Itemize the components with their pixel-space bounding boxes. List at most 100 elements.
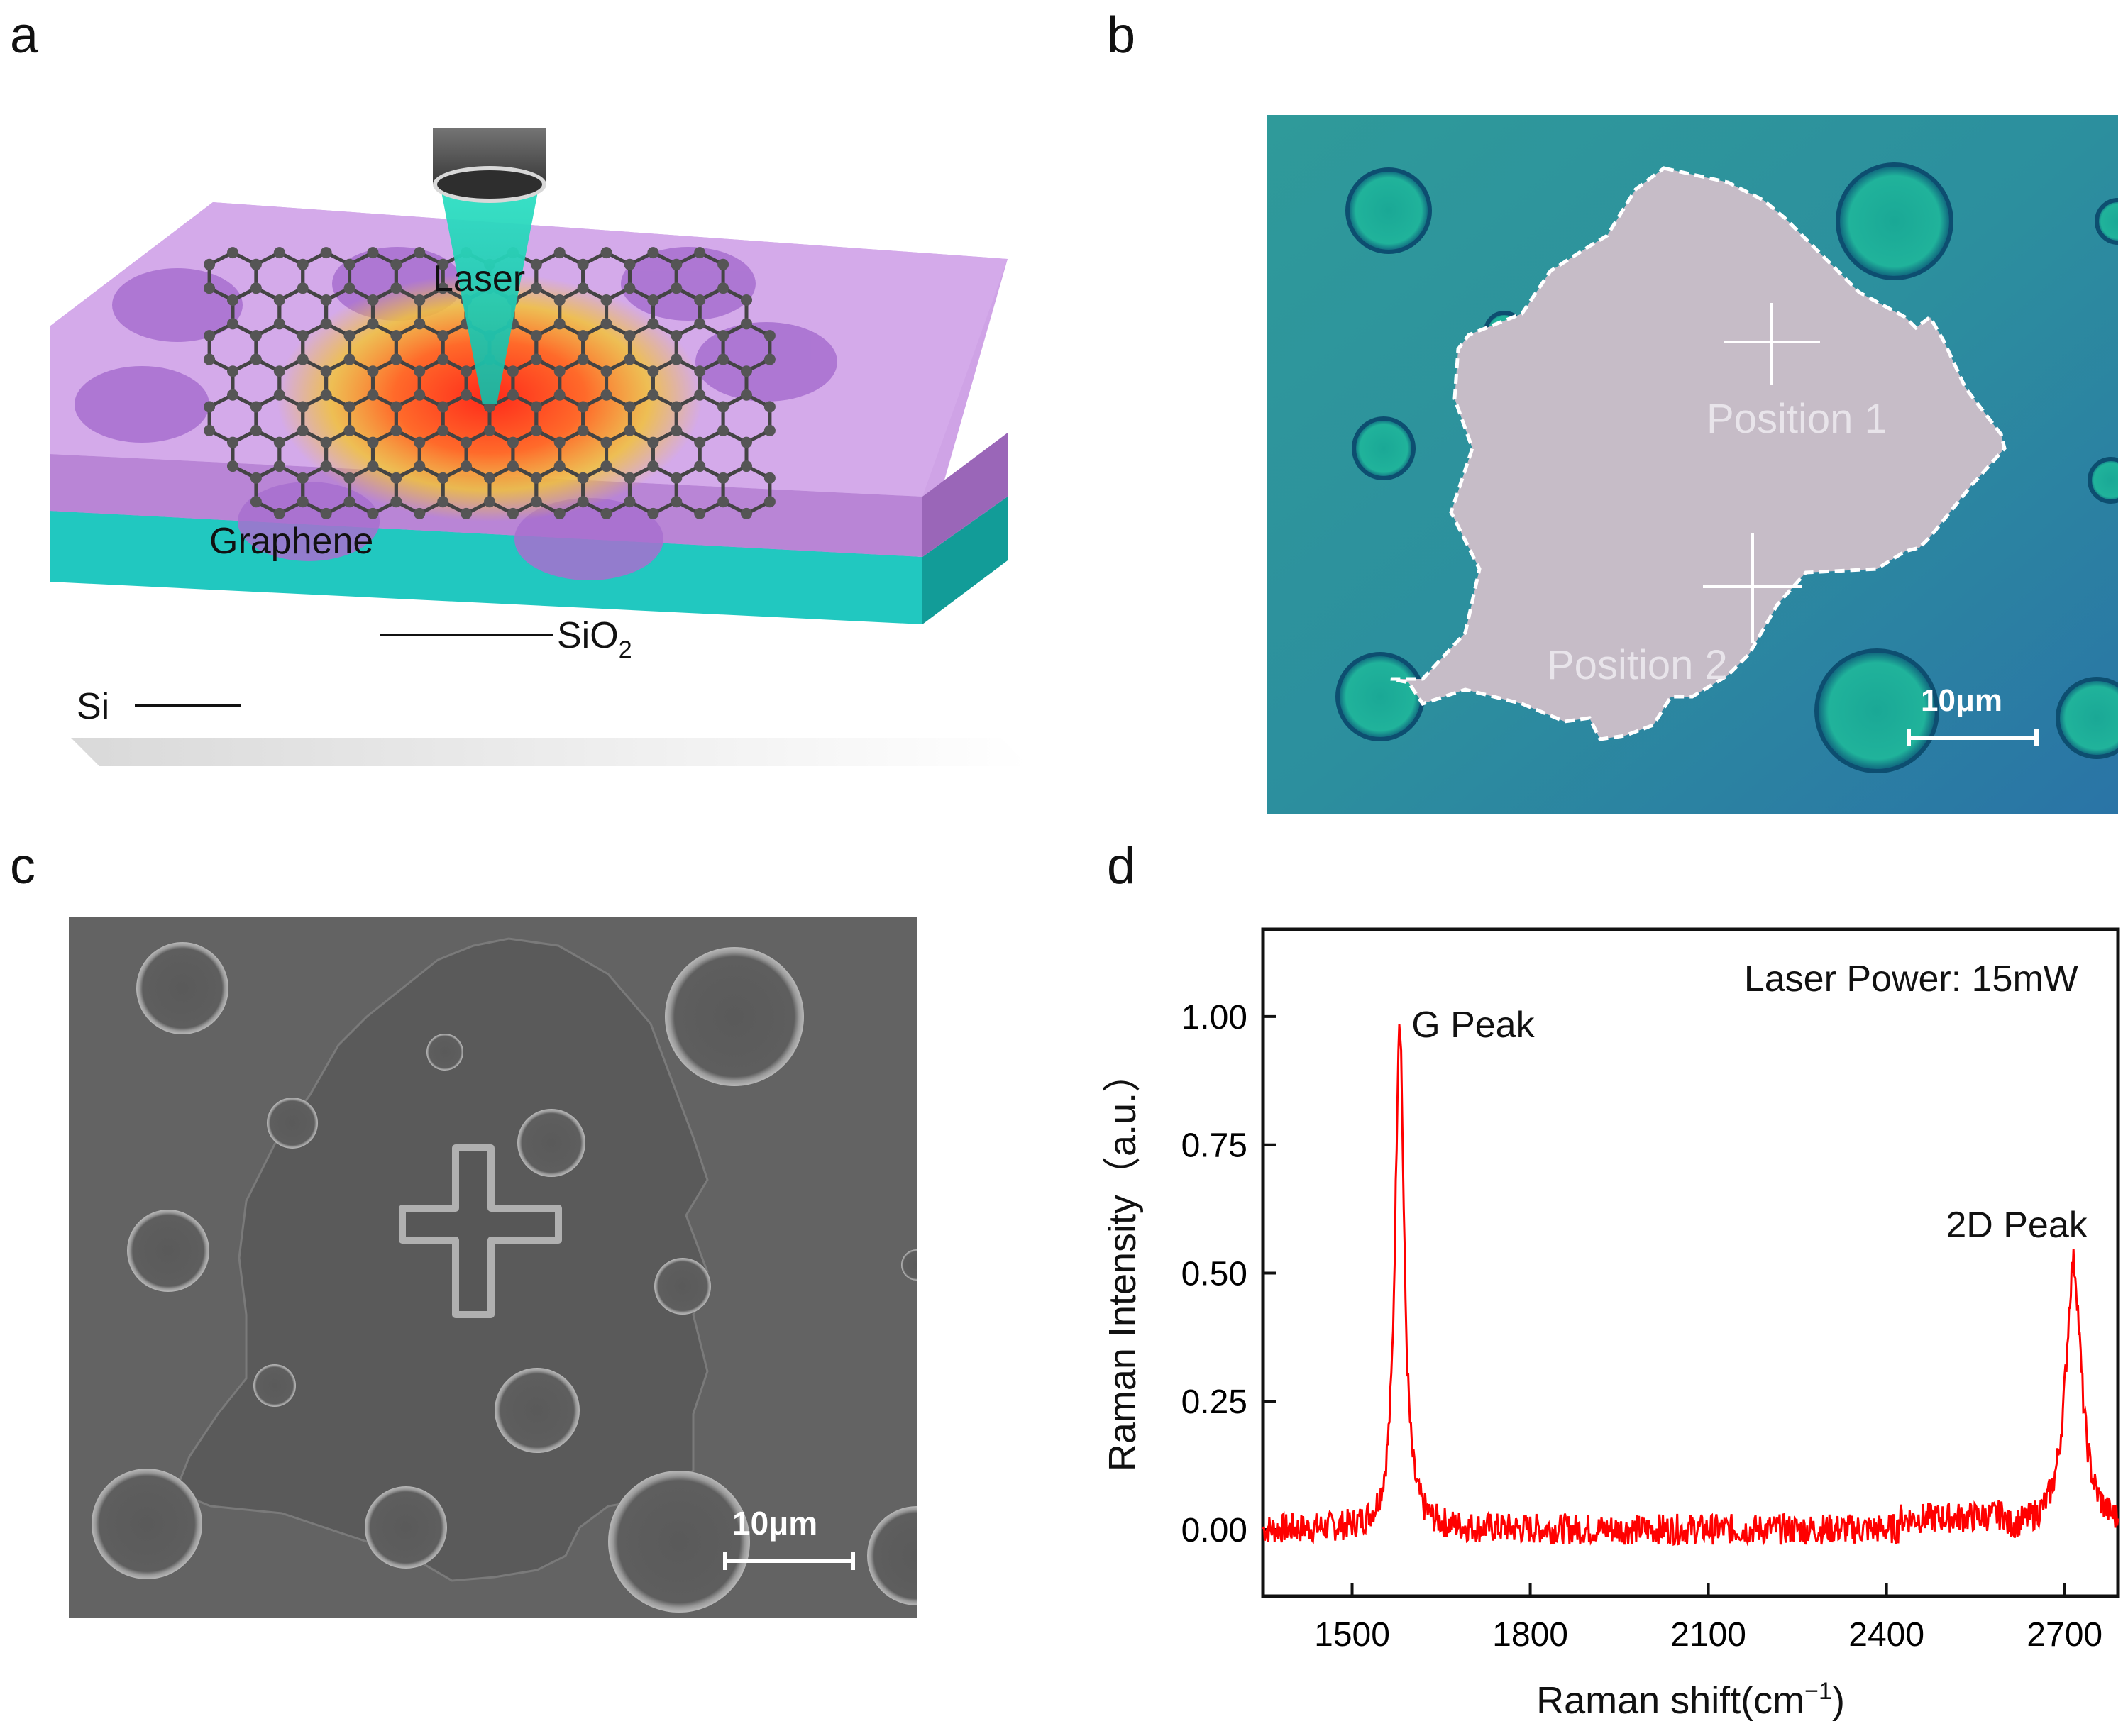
carbon-atom [717, 282, 729, 294]
carbon-atom [600, 389, 612, 401]
carbon-atom [671, 472, 683, 484]
panel-c-sem-image: 10μm [69, 917, 917, 1618]
carbon-atom [390, 282, 402, 294]
label-sio2-subscript: 2 [619, 636, 632, 663]
carbon-atom [763, 330, 776, 342]
carbon-atom [343, 330, 355, 342]
carbon-atom [320, 460, 332, 472]
carbon-atom [414, 436, 426, 448]
label-position-2: Position 2 [1547, 642, 1728, 688]
carbon-atom [600, 247, 612, 259]
carbon-atom [553, 294, 566, 306]
label-sio2: SiO2 [557, 615, 632, 663]
y-tick-label: 0.75 [1181, 1127, 1247, 1165]
carbon-atom [694, 247, 706, 259]
y-tick-label: 0.50 [1181, 1255, 1247, 1293]
carbon-atom [577, 472, 589, 484]
carbon-atom [250, 401, 262, 413]
carbon-atom [273, 389, 285, 401]
laser-cap [433, 128, 546, 203]
hole [267, 1098, 318, 1149]
annotation-2d-peak: 2D Peak [1946, 1205, 2088, 1246]
carbon-atom [763, 353, 776, 365]
carbon-atom [367, 389, 379, 401]
carbon-atom [553, 460, 566, 472]
carbon-atom [647, 436, 659, 448]
carbon-atom [297, 353, 309, 365]
carbon-atom [740, 436, 752, 448]
y-tick-label: 0.25 [1181, 1383, 1247, 1421]
carbon-atom [273, 436, 285, 448]
hole [253, 1364, 296, 1407]
panel-letter-a: a [10, 7, 39, 64]
carbon-atom [671, 401, 683, 413]
carbon-atom [484, 472, 495, 484]
carbon-atom [461, 460, 473, 472]
scale-label-c: 10μm [732, 1505, 817, 1542]
carbon-atom [204, 330, 216, 342]
carbon-atom [740, 294, 752, 306]
hole [92, 1469, 202, 1579]
hole [2056, 677, 2118, 759]
x-axis-label: Raman shift(cm−1) [1536, 1678, 1845, 1722]
carbon-atom [367, 294, 379, 306]
carbon-atom [740, 460, 752, 472]
graphene-flake-outline [1390, 166, 2007, 741]
carbon-atom [250, 353, 262, 365]
carbon-atom [250, 282, 262, 294]
carbon-atom [320, 389, 332, 401]
carbon-atom [624, 496, 636, 508]
carbon-atom [367, 436, 379, 448]
hole [1836, 162, 1953, 280]
carbon-atom [297, 472, 309, 484]
hole [1345, 167, 1432, 254]
x-axis-ticks: 1500 1800 2100 2400 2700 [1314, 1583, 2102, 1654]
carbon-atom [624, 330, 636, 342]
carbon-atom [671, 330, 683, 342]
carbon-atom [390, 258, 402, 270]
carbon-atom [273, 507, 285, 519]
carbon-atom [250, 330, 262, 342]
panel-letter-c: c [10, 838, 35, 895]
hole [514, 498, 663, 580]
carbon-atom [624, 424, 636, 436]
optical-holes [1335, 162, 2118, 773]
carbon-atom [273, 365, 285, 377]
carbon-atom [740, 389, 752, 401]
carbon-atom [530, 258, 542, 270]
hole [127, 1210, 209, 1292]
carbon-atom [694, 318, 706, 330]
carbon-atom [204, 282, 216, 294]
carbon-atom [367, 507, 379, 519]
hole [1814, 648, 1939, 773]
hole [517, 1109, 585, 1177]
carbon-atom [461, 436, 473, 448]
carbon-atom [577, 353, 589, 365]
x-tick-label: 2100 [1670, 1616, 1746, 1654]
carbon-atom [437, 472, 449, 484]
carbon-atom [647, 365, 659, 377]
carbon-atom [694, 365, 706, 377]
annotation-laser-power: Laser Power: 15mW [1744, 958, 2078, 1000]
carbon-atom [671, 282, 683, 294]
carbon-atom [624, 353, 636, 365]
carbon-atom [530, 472, 542, 484]
carbon-atom [273, 318, 285, 330]
carbon-atom [461, 365, 473, 377]
carbon-atom [624, 472, 636, 484]
carbon-atom [297, 496, 309, 508]
carbon-atom [227, 247, 239, 259]
carbon-atom [507, 389, 519, 401]
carbon-atom [600, 365, 612, 377]
carbon-atom [320, 365, 332, 377]
carbon-atom [577, 401, 589, 413]
carbon-atom [647, 318, 659, 330]
carbon-atom [600, 507, 612, 519]
carbon-atom [343, 472, 355, 484]
carbon-atom [647, 294, 659, 306]
carbon-atom [553, 507, 566, 519]
carbon-atom [250, 472, 262, 484]
carbon-atom [717, 472, 729, 484]
carbon-atom [461, 507, 473, 519]
carbon-atom [577, 258, 589, 270]
